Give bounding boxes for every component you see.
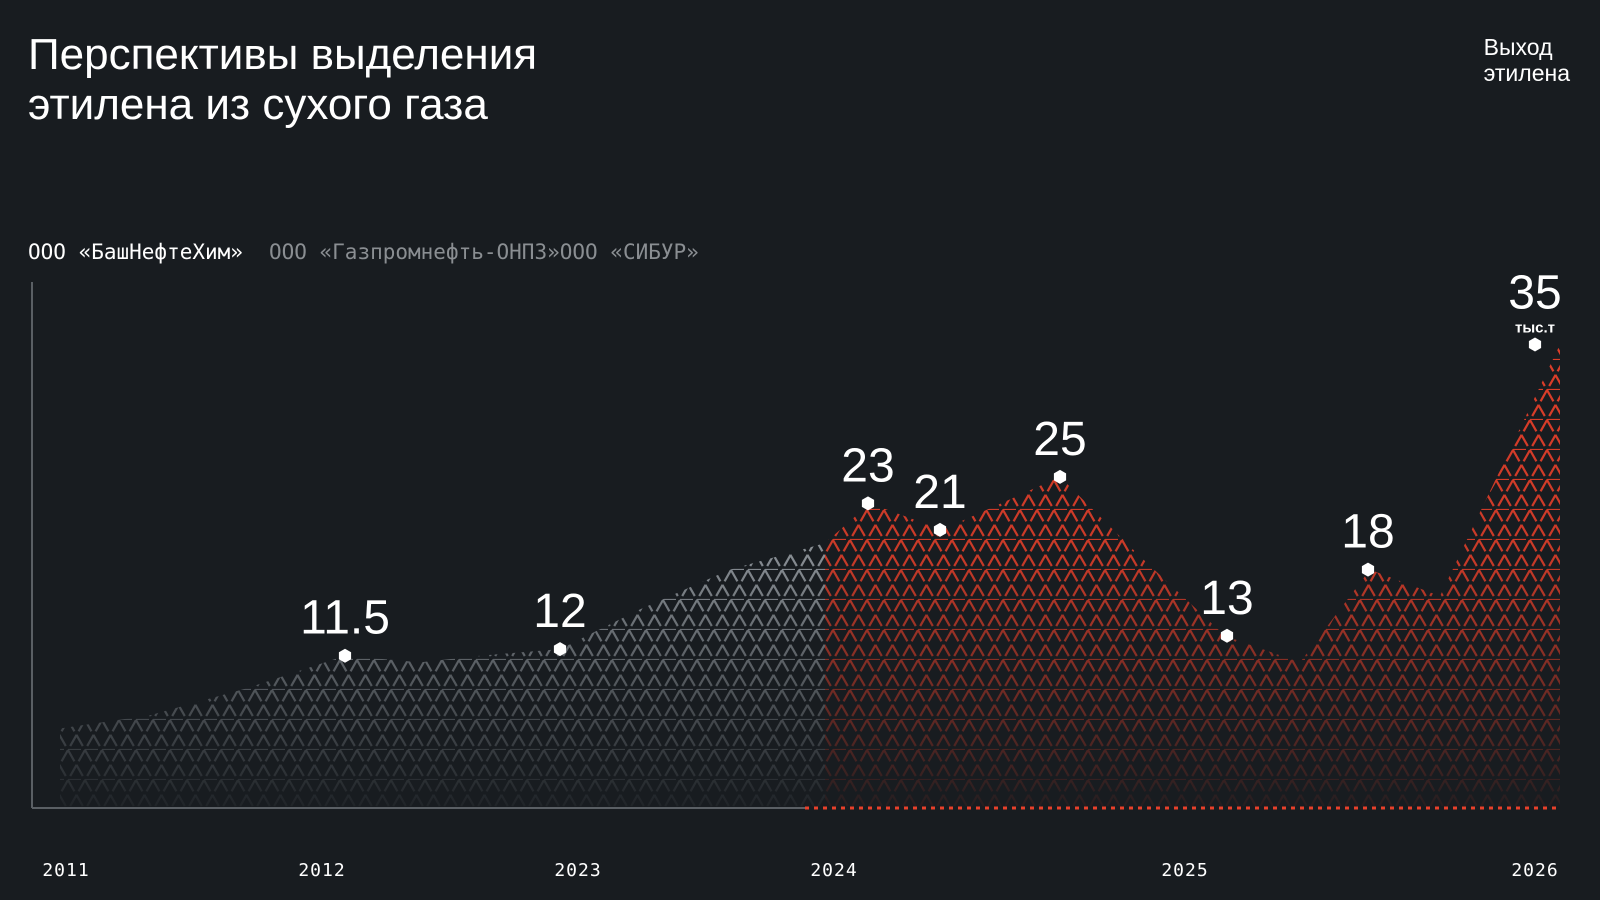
unit-label: тыс.т (1515, 319, 1555, 336)
data-point-13 (1220, 628, 1234, 643)
area-group (60, 344, 1560, 808)
data-label-18: 18 (1341, 506, 1394, 559)
data-label-21: 21 (913, 466, 966, 519)
data-point-12 (553, 642, 567, 657)
data-label-11.5: 11.5 (300, 592, 390, 645)
data-point-18 (1361, 562, 1375, 577)
chart-title: Перспективы выделения этилена из сухого … (28, 30, 538, 129)
data-point-11.5 (338, 648, 352, 663)
data-point-25 (1053, 469, 1067, 484)
x-tick-label-2011: 2011 (42, 860, 89, 881)
area-history (60, 543, 825, 808)
data-label-23: 23 (841, 439, 894, 492)
data-point-21 (933, 522, 947, 537)
legend-item-bashneftekhim[interactable]: ООО «БашНефтеХим» (28, 240, 243, 264)
x-tick-label-2025: 2025 (1161, 860, 1208, 881)
x-tick-label-2026: 2026 (1511, 860, 1558, 881)
x-tick-label-2012: 2012 (298, 860, 345, 881)
unit-note: Выход этилена (1483, 34, 1570, 86)
data-label-13: 13 (1200, 572, 1253, 625)
x-tick-label-2024: 2024 (810, 860, 857, 881)
data-point-23 (861, 496, 875, 511)
data-label-35: 35 (1508, 266, 1561, 319)
data-label-12: 12 (533, 585, 586, 638)
legend: ООО «БашНефтеХим» ООО «Газпромнефть-ОНПЗ… (28, 240, 699, 264)
x-tick-label-2023: 2023 (554, 860, 601, 881)
legend-item-gazpromneft-onpz[interactable]: ООО «Газпромнефть-ОНПЗ» (268, 240, 560, 264)
data-point-35 (1528, 337, 1542, 352)
area-forecast (825, 344, 1560, 808)
legend-item-sibur[interactable]: ООО «СИБУР» (559, 240, 699, 264)
data-label-25: 25 (1033, 413, 1086, 466)
